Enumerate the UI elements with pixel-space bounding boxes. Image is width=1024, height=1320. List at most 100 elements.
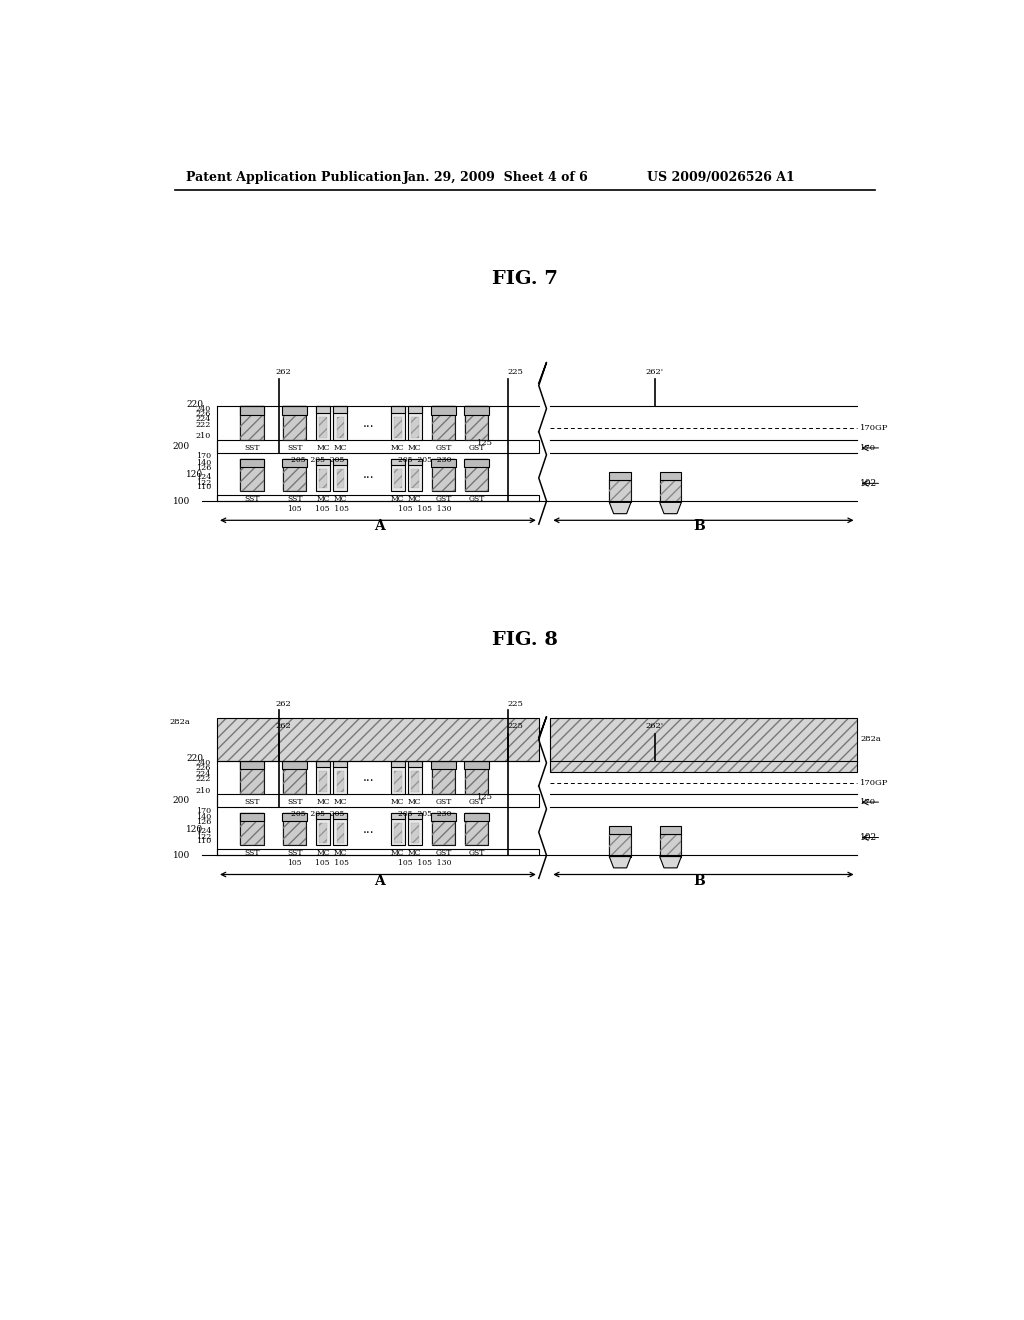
Text: 240: 240: [196, 405, 211, 413]
Text: ...: ...: [364, 822, 375, 836]
Bar: [391, 459, 404, 465]
Bar: [465, 459, 488, 491]
Bar: [316, 760, 331, 767]
Text: 105  105  130: 105 105 130: [397, 859, 452, 867]
Text: 124: 124: [196, 473, 211, 482]
Bar: [465, 407, 488, 441]
Bar: [319, 417, 327, 437]
Bar: [411, 469, 419, 488]
Bar: [609, 479, 631, 503]
Text: MC: MC: [334, 849, 347, 857]
Text: MC: MC: [316, 849, 330, 857]
Bar: [241, 813, 263, 845]
Bar: [432, 813, 455, 845]
Text: GST: GST: [435, 799, 452, 807]
Text: 100: 100: [173, 851, 190, 859]
Text: 222: 222: [196, 775, 211, 783]
Text: 105  105  130: 105 105 130: [397, 504, 452, 512]
Text: 170GP: 170GP: [860, 779, 889, 787]
Bar: [609, 826, 631, 834]
Bar: [283, 407, 307, 414]
Text: 122: 122: [196, 479, 211, 487]
Bar: [334, 459, 347, 491]
Bar: [316, 813, 331, 845]
Bar: [431, 459, 456, 467]
Bar: [408, 760, 422, 795]
Text: MC: MC: [408, 495, 422, 503]
Text: SST: SST: [287, 495, 302, 503]
Text: Jan. 29, 2009  Sheet 4 of 6: Jan. 29, 2009 Sheet 4 of 6: [403, 172, 589, 185]
Bar: [411, 771, 419, 792]
Text: 110: 110: [196, 837, 211, 845]
Text: 120: 120: [186, 470, 203, 479]
Bar: [432, 760, 455, 795]
Bar: [334, 760, 347, 767]
Text: US 2009/0026526 A1: US 2009/0026526 A1: [647, 172, 795, 185]
Polygon shape: [609, 857, 631, 867]
Text: 125: 125: [476, 438, 493, 446]
Text: GST: GST: [469, 495, 485, 503]
Bar: [659, 479, 681, 503]
Bar: [408, 407, 422, 413]
Bar: [334, 813, 347, 845]
Bar: [408, 407, 422, 441]
Bar: [408, 760, 422, 767]
Bar: [550, 718, 856, 772]
Bar: [337, 824, 344, 842]
Bar: [465, 407, 488, 441]
Text: 102: 102: [860, 833, 878, 842]
Bar: [431, 813, 456, 821]
Text: 225: 225: [508, 368, 523, 376]
Text: 225: 225: [508, 701, 523, 709]
Text: SST: SST: [287, 849, 302, 857]
Text: GST: GST: [469, 849, 485, 857]
Bar: [241, 760, 263, 795]
Bar: [659, 834, 681, 857]
Bar: [432, 760, 455, 795]
Text: 224: 224: [196, 416, 211, 424]
Bar: [411, 417, 419, 437]
Text: 262': 262': [646, 368, 664, 376]
Bar: [241, 459, 263, 491]
Bar: [217, 849, 539, 855]
Text: 282a: 282a: [169, 718, 190, 726]
Text: GST: GST: [435, 444, 452, 451]
Text: 226: 226: [196, 411, 211, 418]
Bar: [432, 407, 455, 441]
Bar: [316, 459, 331, 491]
Bar: [408, 459, 422, 491]
Bar: [391, 813, 404, 820]
Bar: [241, 407, 263, 441]
Bar: [316, 760, 331, 795]
Text: MC: MC: [408, 799, 422, 807]
Text: 210: 210: [196, 433, 211, 441]
Bar: [394, 469, 401, 488]
Bar: [659, 471, 681, 479]
Text: A: A: [375, 874, 385, 887]
Bar: [316, 459, 331, 465]
Bar: [240, 459, 264, 467]
Bar: [283, 459, 307, 467]
Text: 140: 140: [196, 458, 211, 466]
Bar: [217, 795, 539, 807]
Bar: [464, 760, 489, 770]
Text: 240: 240: [196, 759, 211, 767]
Bar: [334, 407, 347, 413]
Bar: [609, 471, 631, 479]
Text: 226: 226: [196, 764, 211, 772]
Text: MC: MC: [316, 799, 330, 807]
Bar: [319, 824, 327, 842]
Text: MC: MC: [391, 799, 404, 807]
Text: 220: 220: [186, 400, 203, 408]
Text: 205  205  205: 205 205 205: [291, 457, 344, 465]
Text: 262: 262: [275, 722, 291, 730]
Bar: [432, 407, 455, 441]
Text: 170: 170: [196, 453, 211, 461]
Bar: [465, 760, 488, 795]
Text: MC: MC: [334, 495, 347, 503]
Text: 282a: 282a: [860, 735, 881, 743]
Bar: [609, 834, 631, 857]
Text: GST: GST: [435, 495, 452, 503]
Bar: [337, 417, 344, 437]
Bar: [394, 417, 401, 437]
